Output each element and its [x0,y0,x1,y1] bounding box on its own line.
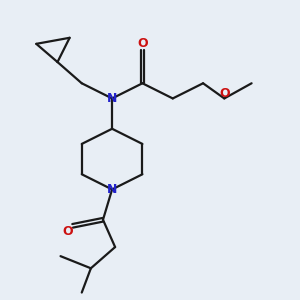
Text: O: O [137,37,148,50]
Text: O: O [63,225,74,239]
Text: N: N [107,92,117,105]
Text: O: O [219,87,230,101]
Text: N: N [107,183,117,196]
